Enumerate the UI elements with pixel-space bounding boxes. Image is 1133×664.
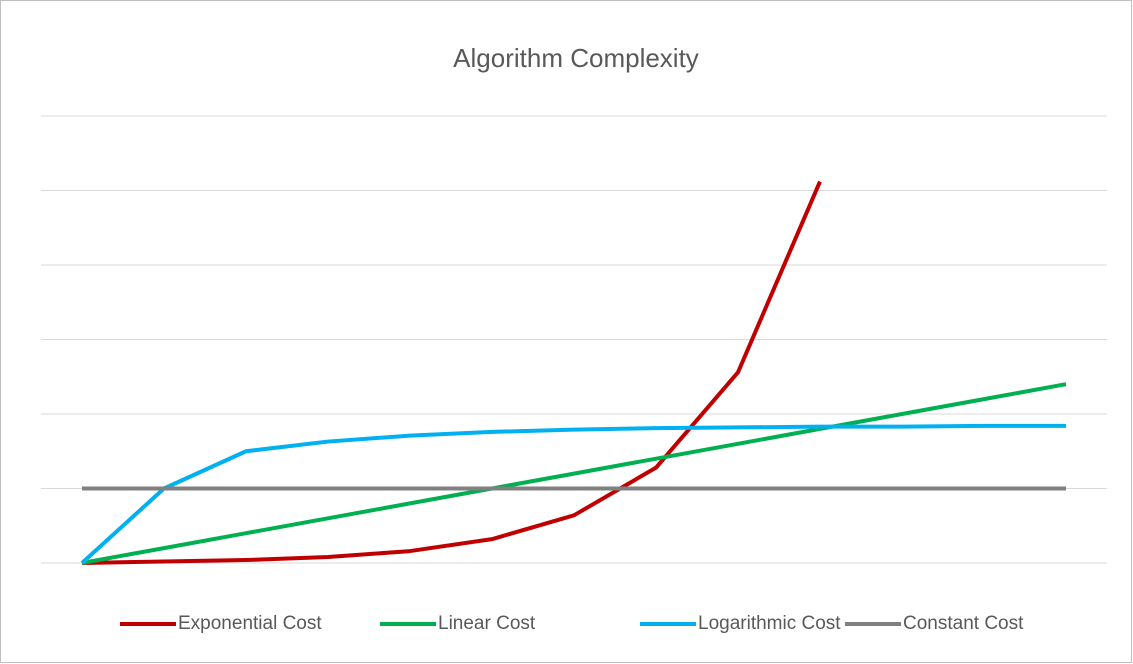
chart-title: Algorithm Complexity [453,43,699,73]
legend-text: Logarithmic Cost [698,613,841,634]
legend-text: Constant Cost [903,613,1024,634]
series-line [81,180,822,565]
legend-text: Exponential Cost [178,613,322,634]
series-line [81,382,1067,565]
series-line [80,423,1066,565]
legend-text: Linear Cost [438,613,536,634]
